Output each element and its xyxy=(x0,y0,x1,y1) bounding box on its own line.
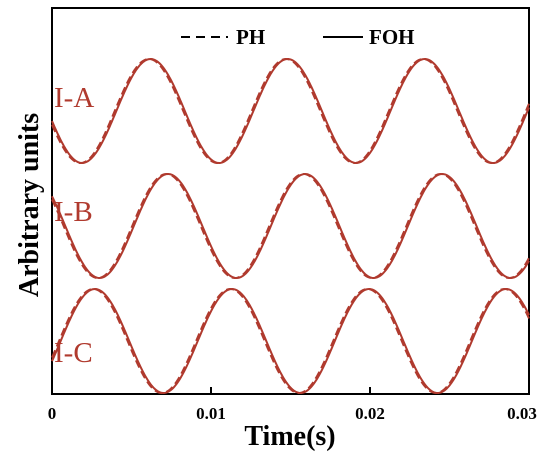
legend-ph-label: PH xyxy=(236,25,265,49)
x-axis xyxy=(51,387,530,394)
series-foh-i-c xyxy=(51,287,530,395)
series-foh-i-a xyxy=(51,57,530,165)
x-tick-label: 0 xyxy=(48,404,57,423)
series-foh-i-b xyxy=(51,172,530,280)
panel-label-i-a: I-A xyxy=(54,82,94,114)
panel-label-i-b: I-B xyxy=(54,196,93,228)
series-ph-i-a xyxy=(51,58,530,164)
x-tick-label: 0.03 xyxy=(507,404,537,423)
legend-foh-label: FOH xyxy=(369,25,415,49)
series-ph-i-c xyxy=(51,288,530,394)
x-axis-title: Time(s) xyxy=(244,421,335,452)
x-tick-label: 0.02 xyxy=(355,404,385,423)
curves-layer xyxy=(51,57,530,395)
y-axis-title: Arbitrary units xyxy=(14,113,45,297)
legend: PH FOH xyxy=(181,25,415,49)
plot-frame xyxy=(51,7,530,395)
panel-label-i-c: I-C xyxy=(54,337,93,369)
series-ph-i-b xyxy=(51,172,530,280)
x-tick-label: 0.01 xyxy=(196,404,226,423)
